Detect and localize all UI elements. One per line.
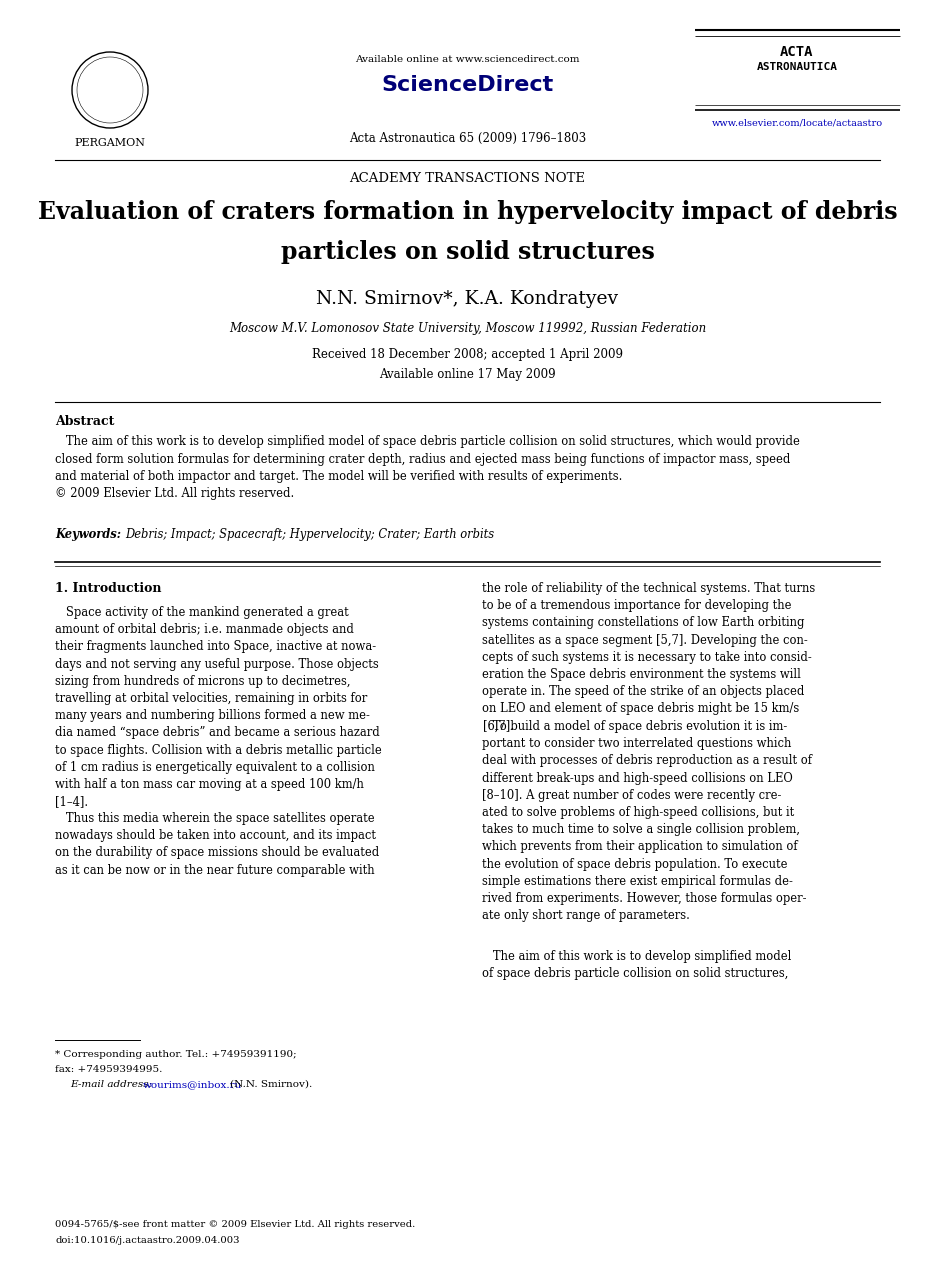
Text: Debris; Impact; Spacecraft; Hypervelocity; Crater; Earth orbits: Debris; Impact; Spacecraft; Hypervelocit… [125,528,494,541]
Text: particles on solid structures: particles on solid structures [280,241,654,265]
Text: Evaluation of craters formation in hypervelocity impact of debris: Evaluation of craters formation in hyper… [37,200,898,224]
Text: Received 18 December 2008; accepted 1 April 2009: Received 18 December 2008; accepted 1 Ap… [312,348,623,361]
Text: 0094-5765/$-see front matter © 2009 Elsevier Ltd. All rights reserved.: 0094-5765/$-see front matter © 2009 Else… [55,1220,415,1229]
Text: * Corresponding author. Tel.: +74959391190;: * Corresponding author. Tel.: +749593911… [55,1050,296,1058]
Text: Thus this media wherein the space satellites operate
nowadays should be taken in: Thus this media wherein the space satell… [55,812,380,876]
Text: E-mail address:: E-mail address: [70,1080,152,1089]
Text: (N.N. Smirnov).: (N.N. Smirnov). [230,1080,312,1089]
Text: To build a model of space debris evolution it is im-
portant to consider two int: To build a model of space debris evoluti… [482,720,813,922]
Text: Acta Astronautica 65 (2009) 1796–1803: Acta Astronautica 65 (2009) 1796–1803 [349,132,586,146]
Text: ASTRONAUTICA: ASTRONAUTICA [756,62,838,72]
Text: ACTA: ACTA [780,46,813,60]
Text: fax: +74959394995.: fax: +74959394995. [55,1065,163,1074]
Text: ACADEMY TRANSACTIONS NOTE: ACADEMY TRANSACTIONS NOTE [350,172,585,185]
Text: 1. Introduction: 1. Introduction [55,582,162,595]
Text: Abstract: Abstract [55,415,114,428]
Text: The aim of this work is to develop simplified model
of space debris particle col: The aim of this work is to develop simpl… [482,950,792,980]
Text: www.elsevier.com/locate/actaastro: www.elsevier.com/locate/actaastro [712,118,883,127]
Text: PERGAMON: PERGAMON [75,138,146,148]
Text: N.N. Smirnov*, K.A. Kondratyev: N.N. Smirnov*, K.A. Kondratyev [316,290,619,308]
Text: Moscow M.V. Lomonosov State University, Moscow 119992, Russian Federation: Moscow M.V. Lomonosov State University, … [229,322,706,335]
Text: Keywords:: Keywords: [55,528,125,541]
Text: Available online at www.sciencedirect.com: Available online at www.sciencedirect.co… [355,54,580,65]
Text: the role of reliability of the technical systems. That turns
to be of a tremendo: the role of reliability of the technical… [482,582,815,733]
Text: The aim of this work is to develop simplified model of space debris particle col: The aim of this work is to develop simpl… [55,436,799,500]
Text: wourims@inbox.ru: wourims@inbox.ru [143,1080,242,1089]
Text: Available online 17 May 2009: Available online 17 May 2009 [380,368,555,381]
Text: ScienceDirect: ScienceDirect [381,75,554,95]
Text: Space activity of the mankind generated a great
amount of orbital debris; i.e. m: Space activity of the mankind generated … [55,606,381,808]
Text: doi:10.1016/j.actaastro.2009.04.003: doi:10.1016/j.actaastro.2009.04.003 [55,1236,239,1244]
